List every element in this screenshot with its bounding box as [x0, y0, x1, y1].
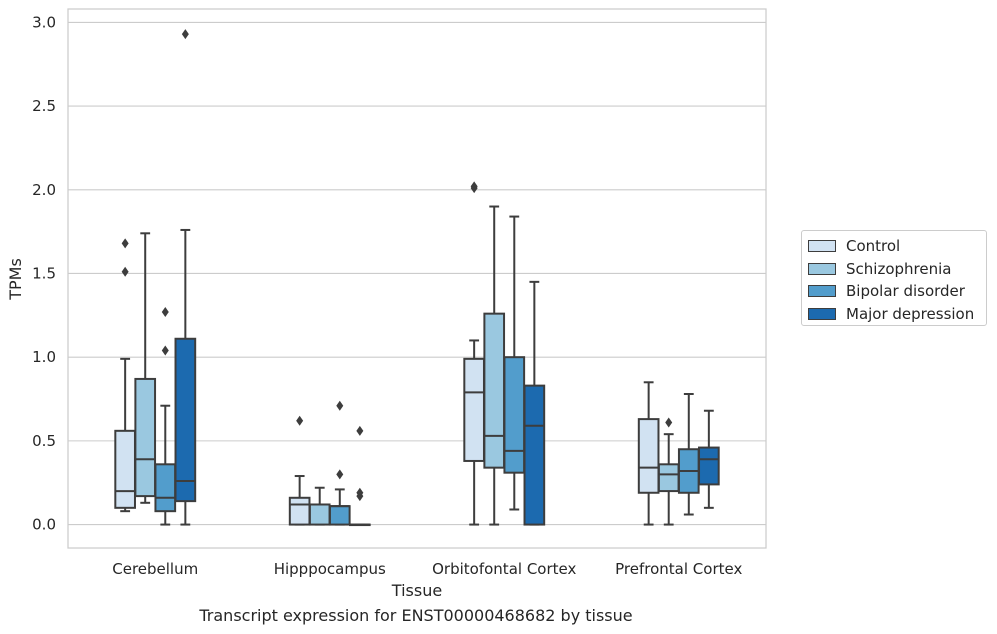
y-tick-label: 2.0 [32, 181, 56, 199]
legend-swatch [808, 240, 836, 253]
box-body [657, 463, 680, 493]
box-body [174, 337, 197, 503]
x-axis-ticks: Cerebellum Hipppocampus Orbitofontal Corte… [112, 560, 742, 578]
box-body [637, 418, 660, 494]
outlier-point [161, 345, 169, 356]
legend-label: Major depression [846, 304, 975, 323]
box-schizophrenia [308, 486, 331, 526]
box-body [463, 357, 485, 462]
legend: Control Schizophrenia Bipolar disorder Majo… [801, 230, 987, 326]
outlier-point [296, 415, 304, 426]
outlier-point [665, 417, 673, 428]
boxes-layer [114, 29, 720, 527]
x-tick-label: Prefrontal Cortex [615, 560, 742, 578]
outlier-point [356, 487, 364, 498]
chart-title: Transcript expression for ENST0000046868… [199, 606, 633, 625]
x-tick-label: Cerebellum [112, 560, 198, 578]
legend-label: Bipolar disorder [846, 282, 965, 301]
box-body [134, 377, 157, 498]
gridlines [68, 21, 766, 526]
outlier-point [121, 266, 129, 277]
legend-swatch [808, 285, 836, 298]
box-major-depression [349, 425, 371, 527]
outlier-point [336, 400, 344, 411]
legend-item: Schizophrenia [808, 258, 980, 281]
legend-item: Control [808, 235, 980, 258]
outlier-point [161, 306, 169, 317]
legend-swatch [808, 307, 836, 320]
box-body [154, 463, 177, 513]
box-schizophrenia [134, 232, 157, 504]
box-body [288, 496, 311, 526]
outlier-point [356, 425, 364, 436]
box-schizophrenia [483, 205, 506, 526]
box-body [114, 429, 136, 509]
y-tick-label: 1.5 [32, 264, 56, 282]
box-schizophrenia [657, 417, 680, 526]
legend-label: Control [846, 237, 901, 256]
x-axis-label: Tissue [391, 581, 442, 600]
box-control [114, 238, 136, 513]
box-major-depression [698, 409, 720, 509]
box-body [523, 384, 546, 526]
x-tick-label: Orbitofontal Cortex [432, 560, 576, 578]
box-body [483, 312, 506, 469]
box-body [328, 505, 351, 526]
y-tick-label: 1.0 [32, 348, 56, 366]
box-control [288, 415, 311, 526]
x-tick-label: Hipppocampus [274, 560, 386, 578]
outlier-point [121, 238, 129, 249]
box-control [637, 381, 660, 526]
y-tick-label: 0.5 [32, 432, 56, 450]
legend-label: Schizophrenia [846, 259, 952, 278]
y-axis-ticks: 0.0 0.5 1.0 1.5 2.0 2.5 3.0 [32, 13, 56, 533]
y-tick-label: 0.0 [32, 516, 56, 534]
y-axis-label: TPMs [6, 258, 25, 301]
legend-item: Bipolar disorder [808, 280, 980, 303]
box-body [698, 446, 720, 486]
y-tick-label: 2.5 [32, 97, 56, 115]
outlier-point [181, 29, 189, 40]
outlier-point [470, 181, 478, 192]
box-major-depression [174, 29, 197, 526]
outlier-point [336, 469, 344, 480]
y-tick-label: 3.0 [32, 13, 56, 31]
box-bipolar-disorder [328, 400, 351, 526]
legend-item: Major depression [808, 303, 980, 326]
box-control [463, 181, 485, 526]
plot-frame [67, 8, 767, 549]
box-major-depression [523, 280, 546, 526]
box-bipolar-disorder [154, 306, 177, 526]
legend-swatch [808, 262, 836, 275]
box-bipolar-disorder [503, 215, 526, 511]
box-bipolar-disorder [677, 393, 700, 516]
box-body [308, 503, 331, 526]
box-body [503, 356, 526, 474]
